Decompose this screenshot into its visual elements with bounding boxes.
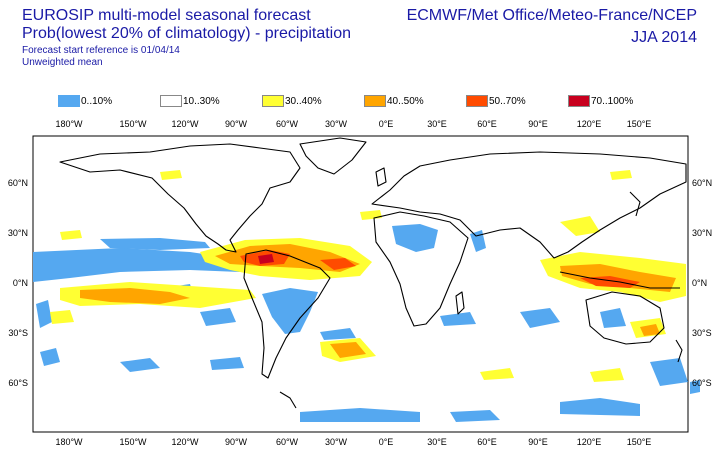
lat-label: 60°N: [8, 178, 28, 188]
lon-label: 30°W: [325, 119, 348, 129]
lon-label: 90°E: [528, 437, 548, 447]
season-label: JJA 2014: [631, 29, 697, 46]
lat-labels-left: 60°N 30°N 0°N 30°S 60°S: [8, 178, 28, 388]
lat-label: 60°N: [692, 178, 712, 188]
legend-item: 30..40%: [262, 94, 322, 108]
lon-label: 120°E: [577, 119, 602, 129]
lon-label: 90°W: [225, 437, 248, 447]
lon-labels-top: 180°W 150°W 120°W 90°W 60°W 30°W 0°E 30°…: [55, 119, 651, 129]
source-block: ECMWF/Met Office/Meteo-France/NCEP JJA 2…: [407, 8, 697, 52]
lon-label: 120°W: [171, 437, 199, 447]
lon-labels-bottom: 180°W 150°W 120°W 90°W 60°W 30°W 0°E 30°…: [55, 437, 651, 447]
lat-labels-right: 60°N 30°N 0°N 30°S 60°S: [692, 178, 712, 388]
lat-label: 30°S: [692, 328, 712, 338]
mean-type: Unweighted mean: [22, 57, 103, 68]
lon-label: 90°E: [528, 119, 548, 129]
legend-label: 50..70%: [489, 95, 526, 107]
map-title: EUROSIP multi-model seasonal forecast: [22, 7, 311, 24]
legend-label: 70..100%: [591, 95, 634, 107]
legend-item: 40..50%: [364, 94, 424, 108]
lon-label: 120°E: [577, 437, 602, 447]
legend-swatch: [364, 95, 386, 107]
lat-label: 0°N: [692, 278, 707, 288]
lon-label: 30°E: [427, 437, 447, 447]
map-frame: 60°N 30°N 0°N 30°S 60°S 60°N 30°N 0°N 30…: [8, 135, 712, 433]
lat-label: 30°N: [692, 228, 712, 238]
legend-swatch: [160, 95, 182, 107]
prob-70-100-areas: [258, 254, 274, 264]
lon-label: 180°W: [55, 437, 83, 447]
coastlines: [59, 137, 687, 409]
lat-label: 60°S: [692, 378, 712, 388]
lon-label: 90°W: [225, 119, 248, 129]
legend-item: 0..10%: [58, 94, 112, 108]
forecast-reference: Forecast start reference is 01/04/14: [22, 45, 180, 56]
legend-label: 40..50%: [387, 95, 424, 107]
lon-label: 180°W: [55, 119, 83, 129]
lat-label: 60°S: [8, 378, 28, 388]
lon-label: 30°W: [325, 437, 348, 447]
lon-label: 30°E: [427, 119, 447, 129]
legend-item: 10..30%: [160, 94, 220, 108]
lat-label: 30°S: [8, 328, 28, 338]
prob-0-10-areas: [33, 224, 700, 422]
legend-swatch: [568, 95, 590, 107]
lon-label: 150°W: [119, 119, 147, 129]
lon-label: 60°W: [276, 119, 299, 129]
lon-label: 60°W: [276, 437, 299, 447]
title-block: EUROSIP multi-model seasonal forecast Pr…: [22, 8, 351, 70]
legend-label: 10..30%: [183, 95, 220, 107]
map-subtitle: Prob(lowest 20% of climatology) - precip…: [22, 25, 352, 42]
lon-label: 150°E: [627, 437, 652, 447]
legend: 0..10% 10..30% 30..40% 40..50% 50..70% 7…: [58, 94, 658, 108]
lat-label: 0°N: [13, 278, 28, 288]
legend-swatch: [58, 95, 80, 107]
lon-label: 0°E: [379, 437, 394, 447]
lon-label: 150°W: [119, 437, 147, 447]
lon-label: 150°E: [627, 119, 652, 129]
world-map: 180°W 150°W 120°W 90°W 60°W 30°W 0°E 30°…: [8, 119, 712, 447]
legend-item: 50..70%: [466, 94, 526, 108]
legend-label: 30..40%: [285, 95, 322, 107]
lon-label: 60°E: [477, 437, 497, 447]
lon-label: 60°E: [477, 119, 497, 129]
legend-swatch: [262, 95, 284, 107]
lat-label: 30°N: [8, 228, 28, 238]
legend-swatch: [466, 95, 488, 107]
lon-label: 120°W: [171, 119, 199, 129]
lon-label: 0°E: [379, 119, 394, 129]
centres-label: ECMWF/Met Office/Meteo-France/NCEP: [406, 7, 697, 24]
legend-label: 0..10%: [81, 95, 113, 107]
legend-item: 70..100%: [568, 94, 633, 108]
